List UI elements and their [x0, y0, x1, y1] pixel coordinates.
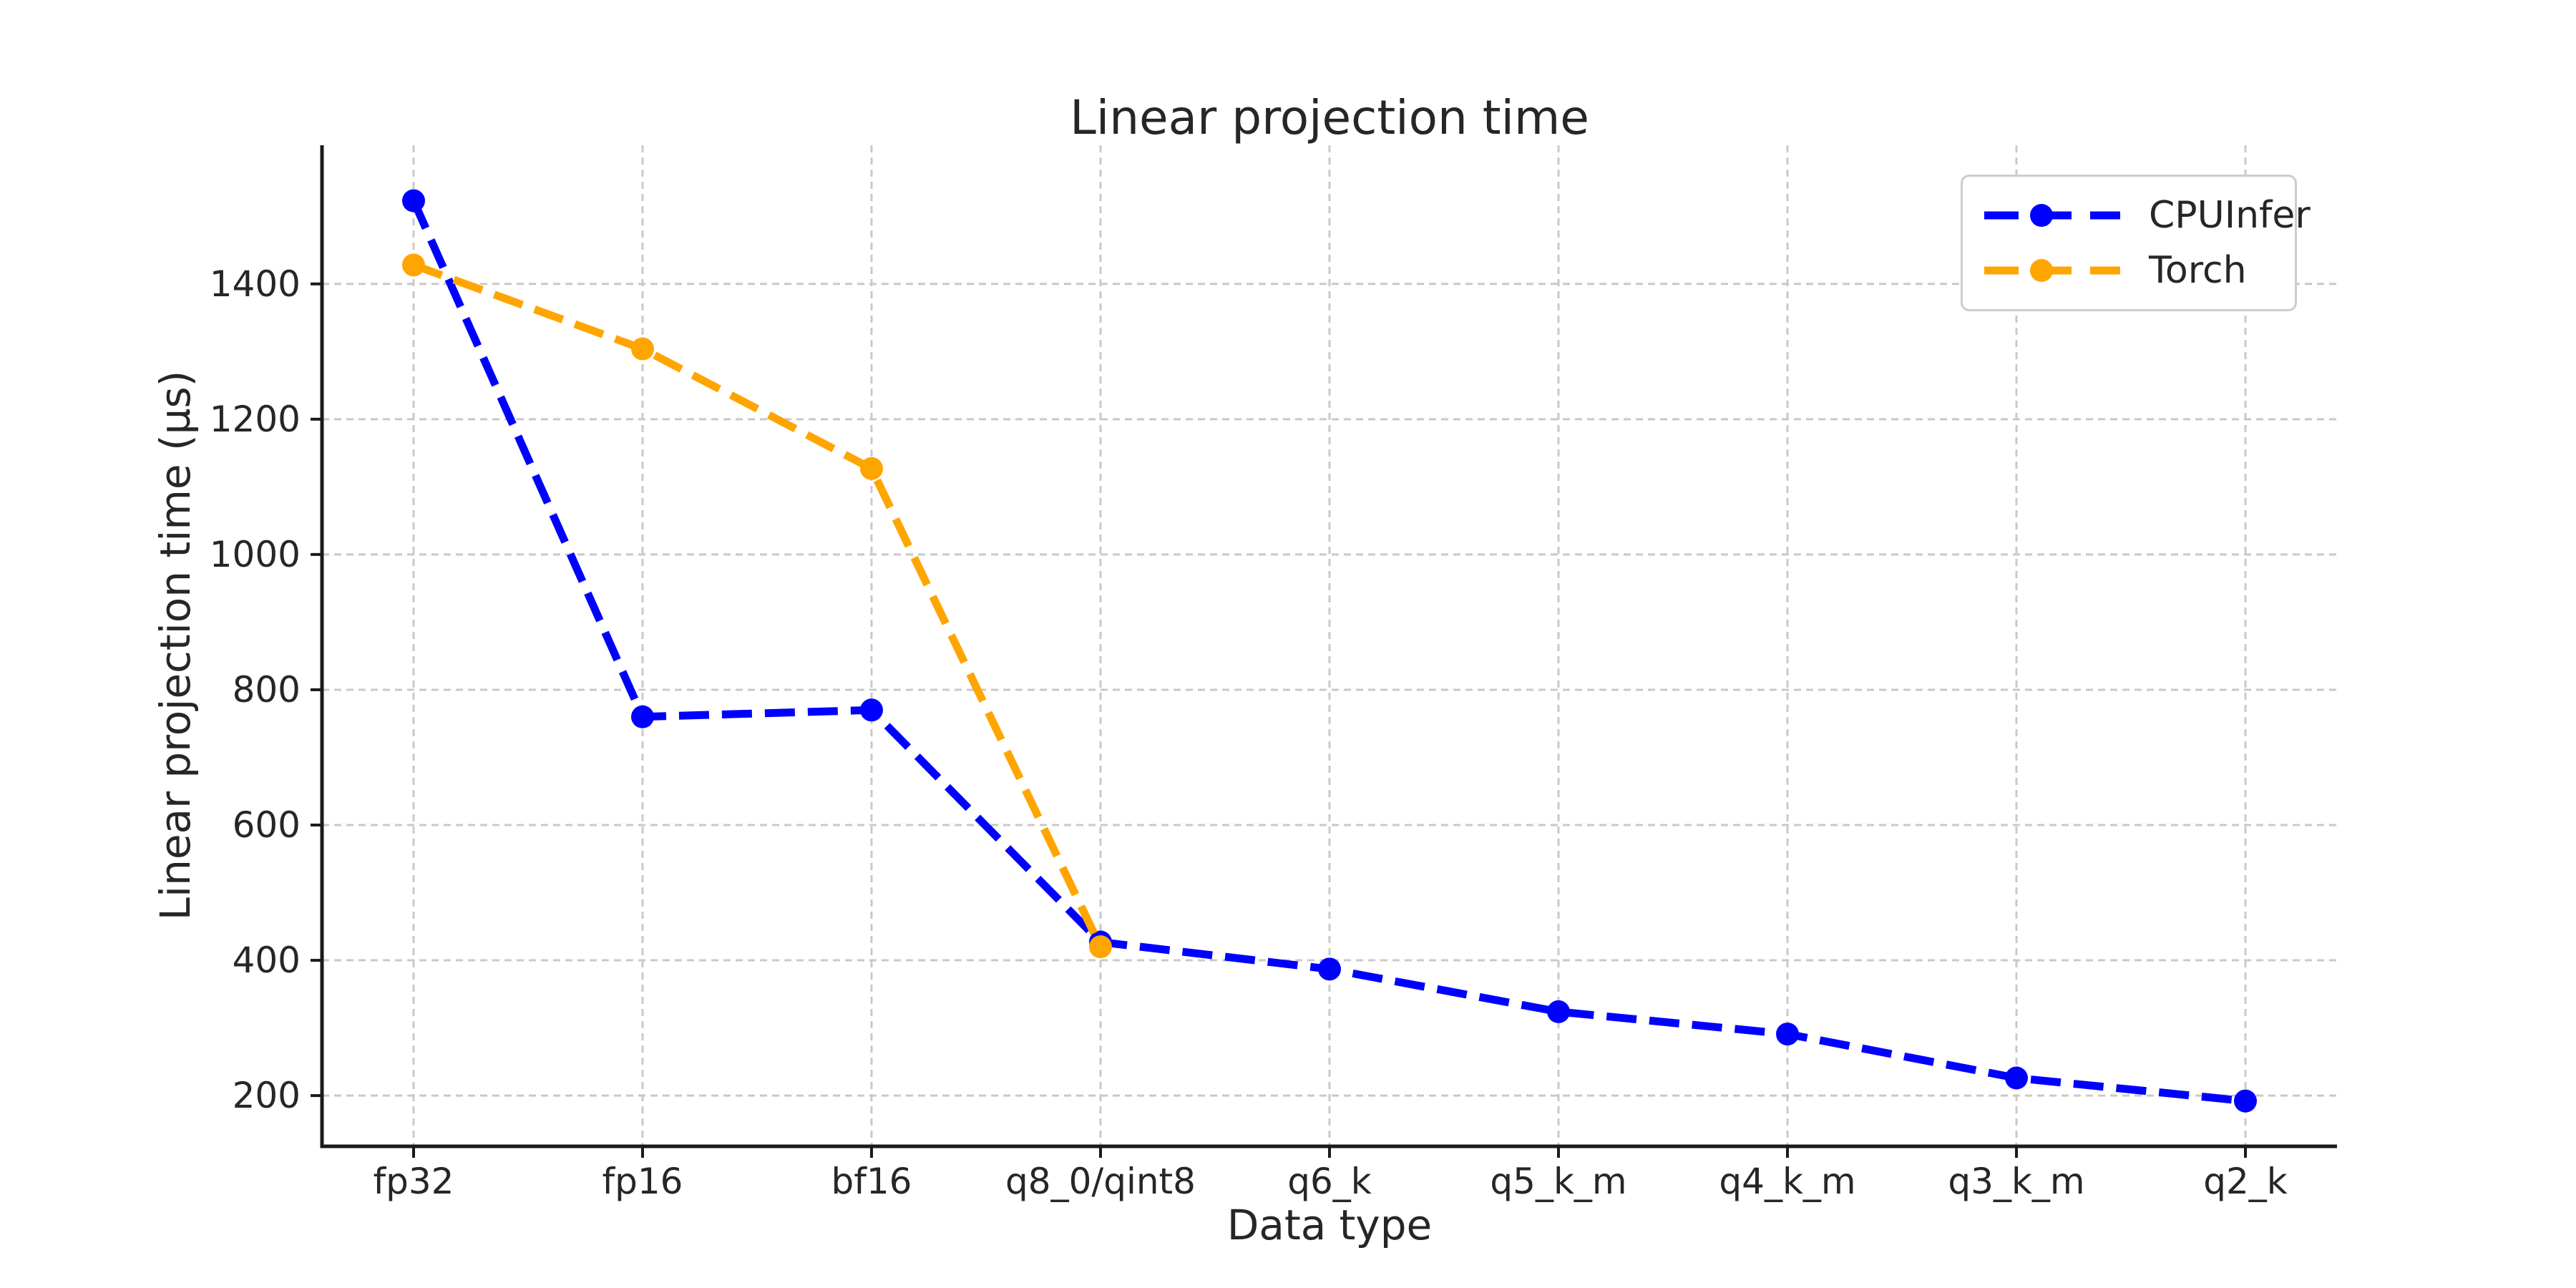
marker-torch	[402, 253, 425, 277]
x-axis-title: Data type	[1226, 1201, 1433, 1249]
x-tick-label: q3_k_m	[1948, 1161, 2085, 1202]
marker-cpuinfer	[2005, 1066, 2028, 1090]
legend-line-sample-cpuinfer	[1984, 203, 2120, 227]
marker-torch	[631, 337, 654, 361]
y-tick-label: 1400	[209, 263, 301, 305]
legend-item-cpuinfer: CPUInfer	[1984, 194, 2311, 237]
x-tick-label: q6_k	[1287, 1161, 1372, 1202]
legend: CPUInfer Torch	[1961, 175, 2311, 311]
x-tick-label: bf16	[831, 1161, 912, 1202]
x-tick-label: q5_k_m	[1490, 1161, 1627, 1202]
y-tick-label: 600	[232, 804, 301, 846]
y-tick-label: 400	[232, 940, 301, 982]
marker-cpuinfer	[860, 698, 883, 722]
marker-cpuinfer	[631, 705, 654, 728]
x-tick-label: fp16	[602, 1161, 683, 1202]
y-tick-label: 1200	[209, 398, 301, 440]
legend-item-torch: Torch	[1984, 249, 2295, 292]
x-tick-label: fp32	[373, 1161, 454, 1202]
marker-torch	[1089, 935, 1112, 959]
y-tick-label: 200	[232, 1075, 301, 1117]
y-tick-label: 1000	[209, 533, 301, 575]
marker-cpuinfer	[1776, 1023, 1799, 1046]
x-tick-label: q4_k_m	[1719, 1161, 1856, 1202]
x-tick-label: q2_k	[2203, 1161, 2288, 1202]
marker-cpuinfer	[402, 189, 425, 213]
marker-cpuinfer	[1547, 1000, 1570, 1023]
chart-title: Linear projection time	[1070, 90, 1589, 145]
marker-cpuinfer	[2234, 1089, 2257, 1113]
x-tick-label: q8_0/qint8	[1005, 1161, 1196, 1202]
series-line-torch	[412, 261, 1104, 949]
marker-cpuinfer	[1318, 957, 1341, 981]
legend-label-cpuinfer: CPUInfer	[2149, 193, 2311, 237]
legend-line-sample-torch	[1984, 259, 2120, 283]
marker-torch	[860, 457, 883, 480]
y-tick-label: 800	[232, 668, 301, 711]
legend-label-torch: Torch	[2149, 249, 2247, 293]
